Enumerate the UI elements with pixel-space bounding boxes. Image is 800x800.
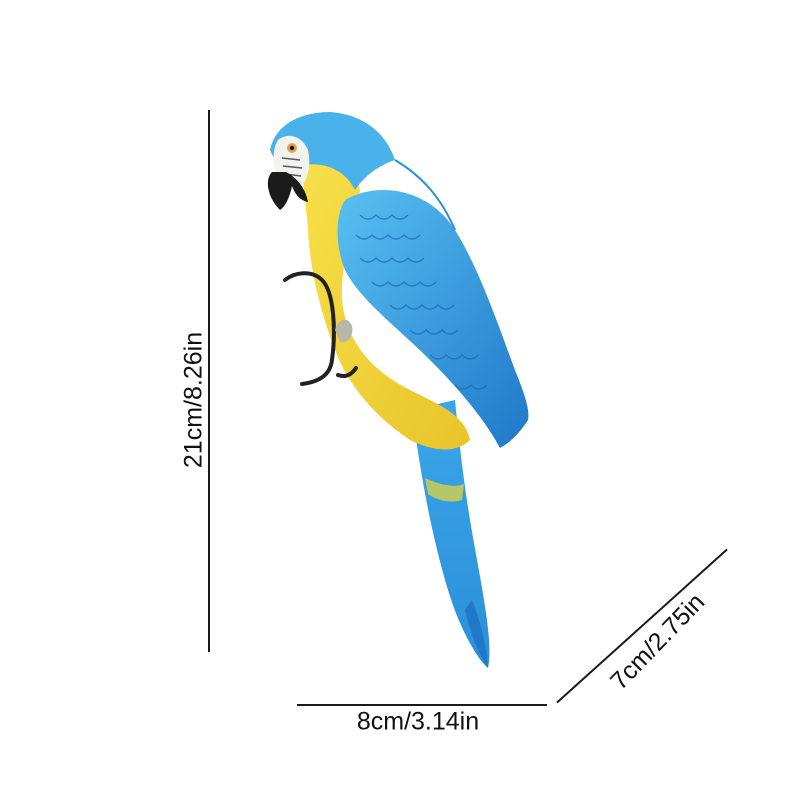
parrot-head	[270, 112, 395, 190]
wing-feathers	[355, 214, 488, 390]
parrot-tail-tip	[465, 600, 488, 668]
width-dimension-label: 8cm/3.14in	[356, 707, 480, 736]
hanger-hook	[283, 271, 336, 386]
parrot-tail-yellow-band	[425, 478, 464, 502]
parrot-foot	[335, 319, 353, 343]
height-dimension-label: 21cm/8.26in	[179, 331, 208, 469]
parrot-beak	[267, 172, 308, 210]
parrot-tail	[412, 400, 490, 668]
width-dimension-line	[297, 704, 547, 706]
height-dimension-line	[208, 110, 210, 652]
parrot-wing	[337, 190, 529, 448]
